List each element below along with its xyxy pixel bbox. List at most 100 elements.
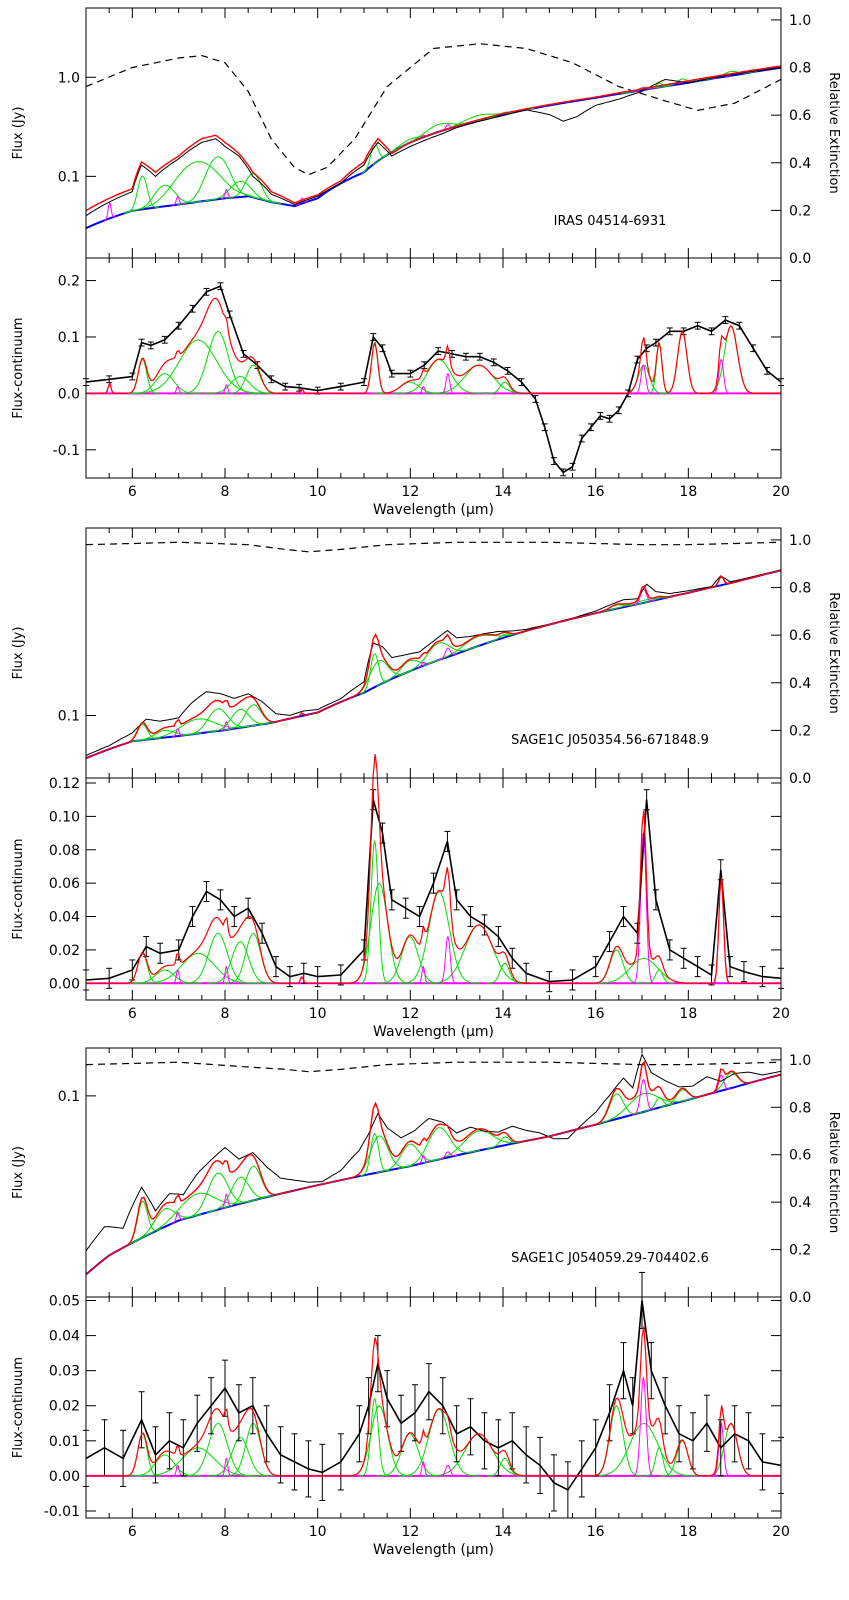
panel-1-y2-axis-title: Relative Extinction <box>826 72 841 193</box>
panel-5-y2-axis-title: Relative Extinction <box>826 1112 841 1233</box>
panel-3-y2-tick-label: 0.6 <box>789 628 811 644</box>
panel-1-model-fit <box>85 65 782 212</box>
panel-4-x-tick-label: 8 <box>221 1006 230 1022</box>
panel-2-line-profile <box>634 364 653 394</box>
panel-1-source-label: IRAS 04514-6931 <box>554 214 667 229</box>
panel-5-dust-feature-profile <box>123 1200 162 1248</box>
panel-5-dust-feature-profile <box>376 1143 444 1174</box>
panel-6-y-tick-label: 0.04 <box>49 1329 80 1345</box>
panel-2-x-tick-label: 12 <box>401 484 419 500</box>
panel-1-y2-tick-label: 0.4 <box>789 156 811 172</box>
panel-4-dust-feature-profile <box>359 839 390 984</box>
panel-3-line-profile <box>438 647 458 661</box>
panel-2-dust-feature-profile <box>663 330 701 394</box>
panel-4-dust-feature-profile <box>588 957 700 984</box>
panel-3-y2-tick-label: 0.2 <box>789 723 811 739</box>
panel-4-y-tick-label: 0.06 <box>49 876 80 892</box>
panel-5-dust-feature-profile <box>359 1132 390 1177</box>
panel-3-line-profile <box>220 721 232 732</box>
panel-2-dust-feature-profile <box>486 381 524 394</box>
panel-6-dust-feature-profile <box>486 1457 524 1477</box>
panel-3-dust-feature-profile <box>206 708 274 733</box>
panel-1-line-profile <box>220 188 232 200</box>
panel-2-dust-feature-profile <box>392 358 486 394</box>
panel-2-x-tick-label: 16 <box>587 484 605 500</box>
panel-6-x-tick-label: 18 <box>679 1524 697 1540</box>
panel-3-line-profile <box>417 661 430 669</box>
panel-5-source-label: SAGE1C J054059.29-704402.6 <box>511 1251 709 1266</box>
panel-5-dust-feature-profile <box>180 1172 256 1221</box>
panel-5-y2-tick-label: 0.2 <box>789 1243 811 1259</box>
panel-2-observed-spectrum <box>85 285 782 474</box>
panel-2-dust-feature-profile <box>647 341 671 394</box>
panel-2-x-axis-title: Wavelength (μm) <box>373 502 494 518</box>
panel-2-line-profile <box>440 372 456 394</box>
panel-1-line-profile <box>103 202 116 221</box>
panel-1-continuum-curve <box>85 66 782 230</box>
panel-2-frame <box>85 257 782 479</box>
panel-4-dust-feature-profile <box>644 969 674 984</box>
panel-2-line-profile <box>417 386 429 394</box>
panel-5-line-profile <box>711 1074 731 1094</box>
panel-6-frame <box>85 1296 782 1519</box>
panel-4-observed-spectrum <box>85 799 782 983</box>
panel-2-y-tick-label: 0.2 <box>58 274 80 290</box>
panel-1-y2-tick-label: 0.2 <box>789 203 811 219</box>
panel-4-dust-feature-profile <box>133 952 263 984</box>
panel-5-y-axis-title: Flux (Jy) <box>11 1146 26 1199</box>
panel-4-frame <box>85 777 782 1001</box>
panel-2-y-tick-label: 0.0 <box>58 386 80 402</box>
panel-3-source-label: SAGE1C J050354.56-671848.9 <box>511 733 709 748</box>
panel-6-x-tick-label: 14 <box>494 1524 512 1540</box>
panel-2-dust-feature-profile <box>621 364 667 394</box>
panel-1-y-axis-title: Flux (Jy) <box>11 107 26 160</box>
panel-2-model-fit <box>86 297 781 394</box>
panel-4-line-profile <box>438 935 458 984</box>
panel-6-x-tick-label: 20 <box>772 1524 790 1540</box>
panel-5-dust-feature-profile <box>133 1192 264 1243</box>
panel-4-dust-feature-profile <box>345 882 413 984</box>
panel-1-line-profile <box>172 195 184 206</box>
panel-6-line-profile <box>417 1461 429 1477</box>
panel-6-x-tick-label: 10 <box>309 1524 327 1540</box>
panel-5-model-fit <box>85 1060 782 1276</box>
panel-1-dust-feature-profile <box>225 173 282 205</box>
panel-6-y-tick-label: 0.03 <box>49 1364 80 1380</box>
panel-6-dust-feature-profile <box>644 1447 674 1477</box>
panel-4-x-tick-label: 18 <box>679 1006 697 1022</box>
panel-4-dust-feature-profile <box>590 949 643 984</box>
panel-6-y-tick-label: -0.01 <box>44 1504 80 1520</box>
panel-6-observed-spectrum <box>85 1300 782 1491</box>
panel-2-dust-feature-profile <box>177 330 259 394</box>
panel-4-dust-feature-profile <box>127 969 202 984</box>
panel-4-x-tick-label: 12 <box>401 1006 419 1022</box>
panel-5-y2-tick-label: 1.0 <box>789 1053 811 1069</box>
panel-3-model-fit <box>85 569 782 759</box>
panel-6-dust-feature-profile <box>359 1397 390 1477</box>
panel-4-x-tick-label: 6 <box>128 1006 137 1022</box>
panel-3-dust-feature-profile <box>133 718 264 742</box>
panel-6-dust-feature-profile <box>398 1408 480 1477</box>
panel-2-line-profile <box>220 384 232 394</box>
panel-3-y2-tick-label: 0.4 <box>789 676 811 692</box>
panel-4-y-tick-label: 0.10 <box>49 809 80 825</box>
panel-4-dust-feature-profile <box>376 936 444 984</box>
panel-2-line-profile <box>712 358 731 394</box>
panel-5-line-profile <box>171 1211 184 1224</box>
panel-1-y2-tick-label: 1.0 <box>789 13 811 29</box>
panel-3-continuum-curve <box>85 569 782 760</box>
panel-3-y2-tick-label: 0.8 <box>789 581 811 597</box>
panel-4-dust-feature-profile <box>206 941 274 984</box>
panel-5-dust-feature-profile <box>588 1092 700 1127</box>
panel-3-dust-feature-profile <box>180 708 256 737</box>
panel-3-y2-tick-label: 1.0 <box>789 533 811 549</box>
panel-4-line-profile <box>172 969 184 984</box>
panel-6-x-tick-label: 12 <box>401 1524 419 1540</box>
panel-2-y-tick-label: 0.1 <box>58 330 80 346</box>
panel-4-x-tick-label: 10 <box>309 1006 327 1022</box>
panel-1-y2-tick-label: 0.6 <box>789 108 811 124</box>
panel-2-x-tick-label: 14 <box>494 484 512 500</box>
panel-5-line-profile <box>632 1078 655 1116</box>
panel-3-extinction-curve <box>85 541 782 553</box>
